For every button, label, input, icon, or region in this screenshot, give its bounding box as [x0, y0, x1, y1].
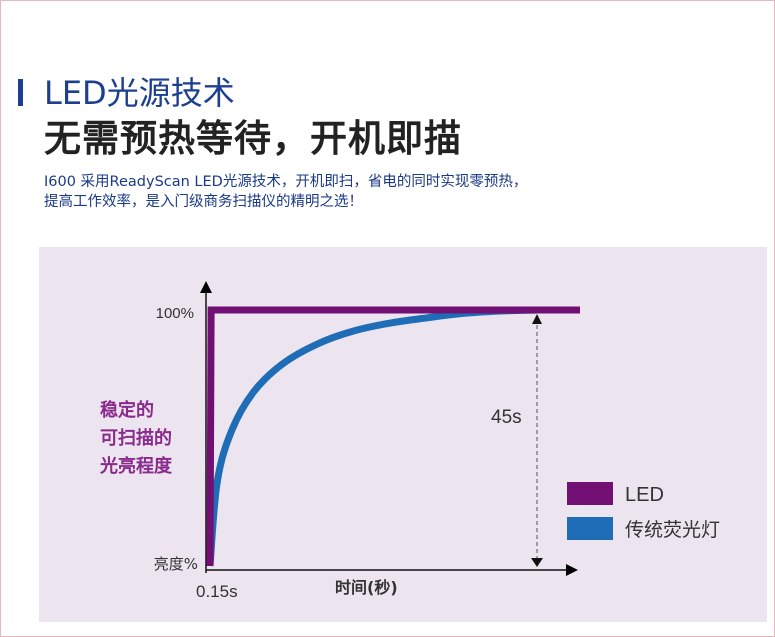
legend-swatch-led — [567, 482, 613, 505]
title-accent-bar — [18, 79, 23, 106]
x-start-tick-label: 0.15s — [196, 582, 238, 601]
series-line-fluorescent — [206, 306, 538, 567]
y-axis-label-line-1: 稳定的 — [100, 399, 154, 421]
series-line-led — [206, 306, 580, 567]
y-bottom-tick-label: 亮度% — [154, 555, 198, 573]
y-top-tick-label: 100% — [156, 305, 194, 322]
y-axis-label-line-3: 光亮程度 — [99, 455, 173, 477]
y-axis-label-line-2: 可扫描的 — [100, 427, 172, 449]
annotation-label: 45s — [491, 407, 522, 428]
legend-swatch-fluorescent — [567, 517, 613, 540]
legend-label-led: LED — [625, 484, 664, 506]
page-title: LED光源技术 — [44, 74, 235, 112]
page-subtitle: 无需预热等待，开机即描 — [44, 117, 462, 160]
annotation-arrow-bottom — [531, 558, 543, 567]
legend-label-fluorescent: 传统荧光灯 — [625, 519, 720, 541]
annotation-arrow-top — [532, 314, 542, 324]
description-line-2: 提高工作效率，是入门级商务扫描仪的精明之选！ — [44, 194, 363, 210]
x-axis-label: 时间(秒) — [335, 578, 398, 597]
description-line-1: I600 采用ReadyScan LED光源技术，开机即扫，省电的同时实现零预热… — [44, 174, 528, 190]
